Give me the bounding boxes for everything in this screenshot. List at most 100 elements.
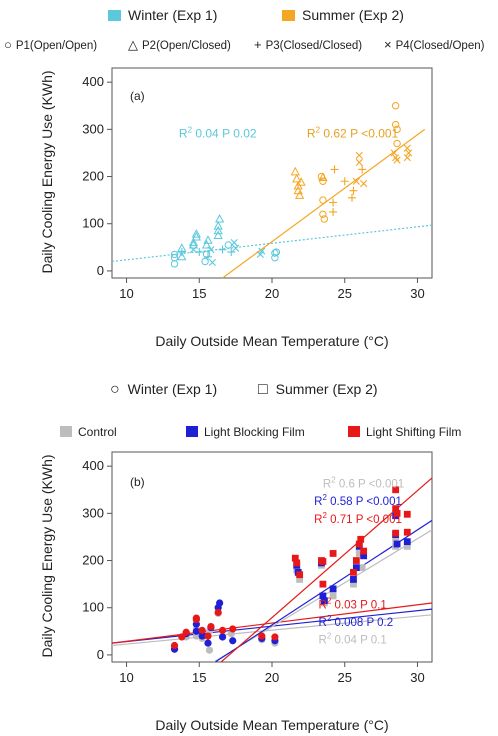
- fit-stat-annotation: R2 0.04 P 0.02: [179, 125, 257, 140]
- legend-shape-b: ○ Winter (Exp 1) □ Summer (Exp 2): [110, 381, 378, 398]
- point-triangle: [201, 239, 212, 249]
- fit-stat-annotation: R2 0.03 P 0.1: [319, 597, 387, 612]
- point-circle: [272, 248, 281, 256]
- point-winter: [207, 623, 215, 631]
- point-summer: [296, 571, 304, 579]
- point-summer: [360, 552, 368, 560]
- fit-stat-annotation: R2 0.6 P <0.001: [323, 475, 404, 490]
- x-tick-label: 25: [337, 670, 351, 685]
- point-triangle: [188, 237, 199, 247]
- fit-stat-annotation: R2 0.62 P <0.001: [307, 125, 399, 140]
- x-tick-label: 30: [410, 286, 424, 301]
- point-winter: [271, 633, 279, 641]
- point-plus: [329, 207, 338, 216]
- point-plus: [349, 186, 358, 195]
- annotations-b: R2 0.6 P <0.001 R2 0.58 P <0.001 R2 0.71 P…: [314, 475, 404, 646]
- plot-frame-a: [111, 67, 433, 279]
- point-circle: [271, 249, 279, 257]
- point-winter: [198, 626, 206, 634]
- legend-label: △ P2(Open/Closed): [128, 37, 231, 52]
- legend-label: ○ Winter (Exp 1): [110, 381, 217, 398]
- point-winter: [229, 637, 237, 645]
- point-summer: [291, 554, 299, 562]
- point-winter: [170, 641, 179, 650]
- point-circle: [319, 210, 327, 218]
- legend-label: □ Summer (Exp 2): [258, 381, 378, 398]
- point-summer: [360, 547, 368, 555]
- legend-swatch: [348, 426, 360, 437]
- legend-label: ○ P1(Open/Open): [4, 37, 97, 52]
- point-triangle: [203, 235, 213, 244]
- point-summer: [319, 592, 327, 600]
- point-triangle: [296, 177, 306, 186]
- point-circle: [391, 120, 400, 129]
- point-summer: [392, 535, 400, 543]
- panel-label-b: (b): [130, 475, 145, 489]
- regression-line: [112, 602, 432, 644]
- points-b: [170, 486, 411, 654]
- legend-shape-a: ○ P1(Open/Open) △ P2(Open/Closed) + P3(Closed…: [4, 37, 485, 52]
- point-summer: [358, 564, 366, 572]
- point-winter: [198, 632, 206, 640]
- point-summer: [357, 535, 365, 543]
- x-tick-label: 15: [192, 670, 206, 685]
- point-cross: [258, 247, 266, 255]
- panel-label-a: (a): [130, 89, 145, 103]
- point-winter: [205, 646, 214, 654]
- point-summer: [329, 550, 337, 557]
- y-tick-label: 300: [82, 505, 104, 520]
- legend-swatch: [186, 426, 198, 437]
- point-plus: [218, 245, 227, 254]
- point-summer: [355, 540, 363, 548]
- point-circle: [391, 102, 400, 110]
- point-circle: [170, 250, 179, 259]
- point-summer: [392, 529, 400, 537]
- point-summer: [293, 559, 301, 567]
- chart-panel-b: ○ Winter (Exp 1) □ Summer (Exp 2) Control Li…: [39, 381, 461, 733]
- x-axis-title-a: Daily Outside Mean Temperature (°C): [155, 333, 388, 349]
- point-summer: [352, 564, 360, 572]
- point-winter: [204, 632, 212, 640]
- point-summer: [319, 580, 327, 588]
- point-cross: [207, 246, 215, 254]
- point-summer: [355, 550, 363, 557]
- point-cross: [352, 177, 360, 185]
- point-summer: [350, 568, 357, 576]
- point-cross: [403, 144, 411, 152]
- chart-panel-a: Winter (Exp 1) Summer (Exp 2) ○ P1(Open/Op…: [4, 7, 485, 349]
- y-tick-label: 200: [82, 169, 104, 184]
- point-winter: [182, 628, 190, 636]
- legend-label: Winter (Exp 1): [128, 7, 217, 23]
- legend-swatch: [60, 426, 72, 437]
- point-summer: [393, 509, 401, 517]
- point-summer: [403, 528, 411, 536]
- points-a: [170, 102, 413, 268]
- y-tick-label: 100: [82, 600, 104, 615]
- point-cross: [355, 151, 363, 159]
- x-tick-label: 10: [119, 286, 133, 301]
- point-summer: [350, 580, 357, 588]
- point-triangle: [191, 229, 202, 238]
- point-circle: [393, 125, 401, 134]
- regression-line: [112, 614, 432, 647]
- y-tick-label: 100: [82, 216, 104, 231]
- x-tick-label: 15: [192, 286, 206, 301]
- point-plus: [227, 248, 236, 257]
- point-summer: [403, 510, 411, 518]
- point-cross: [355, 158, 363, 166]
- point-winter: [258, 632, 266, 640]
- point-triangle: [213, 225, 223, 235]
- point-winter: [214, 608, 222, 617]
- point-summer: [350, 576, 357, 583]
- y-tick-label: 400: [82, 74, 104, 89]
- y-tick-label: 0: [97, 647, 104, 662]
- point-circle: [320, 215, 329, 223]
- legend-label: Summer (Exp 2): [302, 7, 404, 23]
- point-winter: [204, 639, 212, 647]
- point-triangle: [213, 221, 223, 230]
- legend-swatch: [108, 10, 121, 21]
- legend-label: Light Blocking Film: [204, 425, 305, 439]
